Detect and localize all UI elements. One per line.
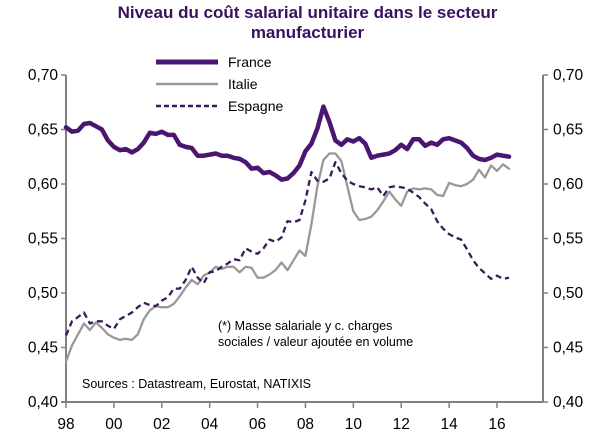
x-tick-label: 04 [201,416,219,433]
y-tick-label-left: 0,65 [28,122,58,139]
x-tick-label: 16 [488,416,505,433]
x-tick-label: 14 [440,416,458,433]
legend-label-espagne: Espagne [228,98,283,114]
series-layer [63,104,512,363]
legend-label-france: France [228,54,272,70]
x-tick-label: 98 [57,416,74,433]
x-tick-label: 10 [345,416,363,433]
notes: (*) Masse salariale y c. charges sociale… [82,319,413,391]
y-tick-label-left: 0,70 [28,67,59,84]
footnote-line-2: sociales / valeur ajoutée en volume [218,335,413,349]
chart-title-line-2: manufacturier [250,23,365,42]
series-line-italie [64,152,511,363]
axes: 0,40 0,40 0,45 0,45 0,50 0,50 0,55 0,55 0,60 0,60… [28,67,584,433]
series-line-france [63,104,512,182]
x-tick-label: 02 [153,416,170,433]
y-tick-label-left: 0,60 [28,176,59,193]
y-tick-label-left: 0,55 [28,231,58,248]
y-tick-label-right: 0,40 [553,394,584,411]
y-tick-label-left: 0,40 [28,394,59,411]
sources-note: Sources : Datastream, Eurostat, NATIXIS [82,377,311,391]
y-tick-label-left: 0,50 [28,285,59,302]
y-tick-label-right: 0,50 [553,285,584,302]
y-tick-label-right: 0,70 [553,67,584,84]
y-tick-label-left: 0,45 [28,340,58,357]
legend-label-italie: Italie [228,76,258,92]
x-tick-label: 06 [249,416,266,433]
x-tick-label: 12 [393,416,410,433]
y-tick-label-right: 0,45 [553,340,583,357]
y-tick-label-right: 0,65 [553,122,583,139]
x-tick-label: 08 [297,416,314,433]
footnote-line-1: (*) Masse salariale y c. charges [218,319,392,333]
series-line-espagne [64,161,510,336]
chart-title-line-1: Niveau du coût salarial unitaire dans le… [117,3,498,22]
y-tick-label-right: 0,55 [553,231,583,248]
y-tick-label-right: 0,60 [553,176,584,193]
legend: France Italie Espagne [156,54,283,114]
x-tick-label: 00 [105,416,123,433]
